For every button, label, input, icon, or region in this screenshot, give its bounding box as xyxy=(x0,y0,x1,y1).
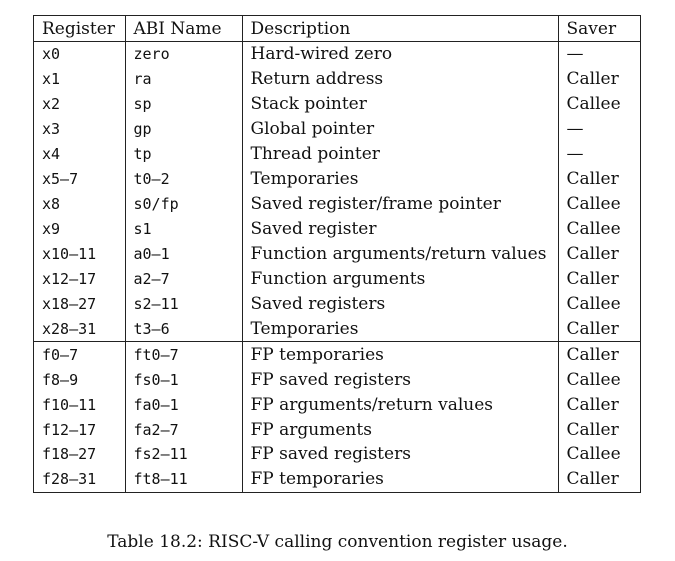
integer-register-row: x2 sp Stack pointer Callee xyxy=(34,91,640,117)
integer-register-row: x1 ra Return address Caller xyxy=(34,66,640,92)
header-saver: Saver xyxy=(557,16,640,42)
cell-description: FP arguments xyxy=(241,417,558,442)
cell-abi-name: gp xyxy=(124,116,242,142)
cell-saver: Caller xyxy=(557,417,640,442)
cell-abi-name: s0/fp xyxy=(124,191,242,217)
cell-saver: — xyxy=(557,141,640,167)
cell-register: x4 xyxy=(42,145,61,164)
cell-abi-name: t3–6 xyxy=(124,316,242,342)
cell-saver: Caller xyxy=(557,266,640,292)
cell-saver: — xyxy=(557,116,640,142)
integer-register-row: x9 s1 Saved register Callee xyxy=(34,216,640,242)
cell-register: x9 xyxy=(42,220,61,239)
fp-register-row: f18–27 fs2–11 FP saved registers Callee xyxy=(34,442,640,467)
integer-register-row: x18–27 s2–11 Saved registers Callee xyxy=(34,291,640,317)
register-usage-table: Register ABI Name Description Saver x0 ze… xyxy=(34,16,640,492)
cell-saver: Caller xyxy=(557,166,640,192)
cell-register: f12–17 xyxy=(42,420,97,439)
integer-register-row: x10–11 a0–1 Function arguments/return valu… xyxy=(34,241,640,267)
cell-saver: Callee xyxy=(557,291,640,317)
table-caption: Table 18.2: RISC-V calling convention re… xyxy=(107,532,568,552)
integer-register-row: x5–7 t0–2 Temporaries Caller xyxy=(34,166,640,192)
cell-saver: Caller xyxy=(557,66,640,92)
cell-register: x1 xyxy=(42,70,61,89)
cell-description: FP saved registers xyxy=(241,442,558,467)
cell-abi-name: tp xyxy=(124,141,242,167)
cell-description: Hard-wired zero xyxy=(241,41,558,67)
cell-description: Function arguments/return values xyxy=(241,241,558,267)
cell-abi-name: sp xyxy=(124,91,242,117)
integer-register-row: x0 zero Hard-wired zero — xyxy=(34,41,640,67)
fp-register-row: f28–31 ft8–11 FP temporaries Caller xyxy=(34,466,640,492)
cell-description: FP arguments/return values xyxy=(241,392,558,418)
cell-saver: Callee xyxy=(557,191,640,217)
cell-description: Thread pointer xyxy=(241,141,558,167)
cell-description: Temporaries xyxy=(241,166,558,192)
header-description: Description xyxy=(241,16,558,42)
integer-register-row: x4 tp Thread pointer — xyxy=(34,141,640,167)
cell-description: FP temporaries xyxy=(241,341,558,368)
cell-abi-name: t0–2 xyxy=(124,166,242,192)
cell-saver: Caller xyxy=(557,341,640,368)
cell-description: Global pointer xyxy=(241,116,558,142)
cell-register: x18–27 xyxy=(42,294,97,313)
cell-abi-name: a2–7 xyxy=(124,266,242,292)
cell-abi-name: ft8–11 xyxy=(124,466,242,492)
header-register: Register xyxy=(34,16,125,42)
cell-description: Function arguments xyxy=(241,266,558,292)
cell-abi-name: a0–1 xyxy=(124,241,242,267)
integer-register-row: x8 s0/fp Saved register/frame pointer Calle… xyxy=(34,191,640,217)
cell-description: Return address xyxy=(241,66,558,92)
cell-description: FP saved registers xyxy=(241,367,558,393)
cell-abi-name: fs2–11 xyxy=(124,442,242,467)
cell-description: FP temporaries xyxy=(241,466,558,492)
cell-description: Stack pointer xyxy=(241,91,558,117)
cell-saver: Caller xyxy=(557,316,640,342)
cell-register: f10–11 xyxy=(42,395,97,414)
cell-register: x28–31 xyxy=(42,319,97,338)
cell-description: Saved register/frame pointer xyxy=(241,191,558,217)
fp-register-row: f10–11 fa0–1 FP arguments/return values Cal… xyxy=(34,392,640,418)
header-abi-name: ABI Name xyxy=(124,16,242,42)
integer-register-row: x3 gp Global pointer — xyxy=(34,116,640,142)
cell-saver: Callee xyxy=(557,442,640,467)
cell-register: x0 xyxy=(42,45,61,64)
cell-abi-name: ra xyxy=(124,66,242,92)
cell-register: x2 xyxy=(42,95,61,114)
register-table-frame: Register ABI Name Description Saver x0 ze… xyxy=(33,15,641,493)
cell-abi-name: zero xyxy=(124,41,242,67)
cell-register: f18–27 xyxy=(42,445,97,464)
cell-register: x5–7 xyxy=(42,170,79,189)
cell-register: f8–9 xyxy=(42,370,79,389)
cell-abi-name: fs0–1 xyxy=(124,367,242,393)
integer-register-row: x12–17 a2–7 Function arguments Caller xyxy=(34,266,640,292)
cell-saver: Callee xyxy=(557,367,640,393)
integer-register-row: x28–31 t3–6 Temporaries Caller xyxy=(34,316,640,342)
cell-saver: Caller xyxy=(557,466,640,492)
cell-abi-name: s2–11 xyxy=(124,291,242,317)
fp-register-row: f12–17 fa2–7 FP arguments Caller xyxy=(34,417,640,442)
fp-register-row: f0–7 ft0–7 FP temporaries Caller xyxy=(34,341,640,368)
cell-abi-name: fa0–1 xyxy=(124,392,242,418)
cell-register: f28–31 xyxy=(42,470,97,489)
table-body: x0 zero Hard-wired zero — x1 ra Return address… xyxy=(34,41,640,492)
cell-description: Saved register xyxy=(241,216,558,242)
cell-saver: Callee xyxy=(557,216,640,242)
cell-register: x12–17 xyxy=(42,269,97,288)
cell-saver: Caller xyxy=(557,241,640,267)
cell-register: x10–11 xyxy=(42,244,97,263)
cell-saver: — xyxy=(557,41,640,67)
cell-abi-name: s1 xyxy=(124,216,242,242)
cell-register: x3 xyxy=(42,120,61,139)
cell-register: f0–7 xyxy=(34,341,125,368)
fp-register-row: f8–9 fs0–1 FP saved registers Callee xyxy=(34,367,640,393)
cell-saver: Caller xyxy=(557,392,640,418)
cell-description: Temporaries xyxy=(241,316,558,342)
table-header-row: Register ABI Name Description Saver xyxy=(34,16,640,42)
cell-abi-name: fa2–7 xyxy=(124,417,242,442)
cell-abi-name: ft0–7 xyxy=(124,341,242,368)
cell-saver: Callee xyxy=(557,91,640,117)
cell-register: x8 xyxy=(42,195,61,214)
cell-description: Saved registers xyxy=(241,291,558,317)
